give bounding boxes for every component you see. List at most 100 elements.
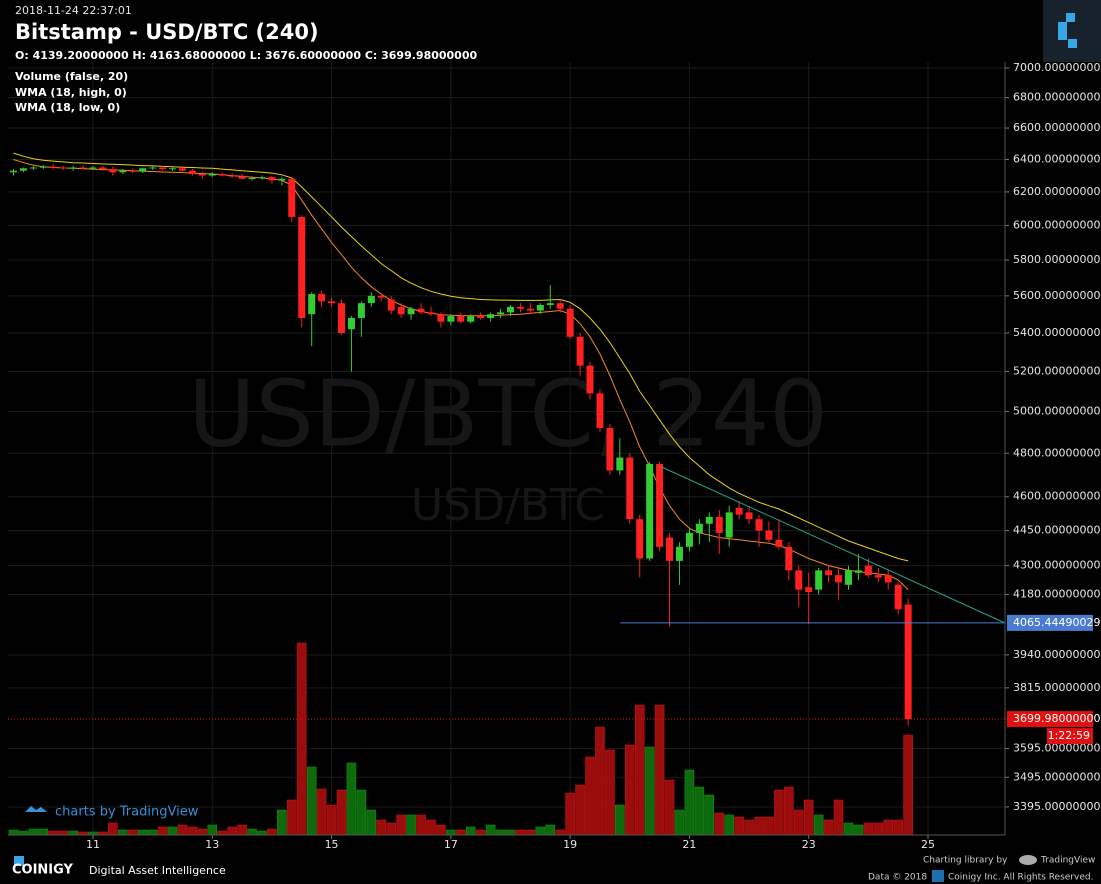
candle-body [397,306,405,315]
candle-body [636,519,644,559]
volume-bar [784,786,794,836]
tv-cloud [1019,855,1037,865]
x-tick-label: 23 [802,838,816,851]
tradingview[interactable]: TradingView [1040,856,1095,866]
volume-bar [38,828,49,836]
legend-wma-low: WMA (18, low, 0) [15,101,120,114]
candle-body [417,308,425,313]
x-tick-label: 13 [205,838,219,851]
volume-bar [127,829,138,836]
x-tick-label: 11 [86,838,100,851]
candle-body [39,166,47,168]
candle-body [586,365,594,394]
candle-body [139,168,147,172]
logo-square [1066,13,1075,22]
candle-body [805,587,813,593]
candle-body [29,167,37,169]
candle-body [19,168,27,171]
candle-body [278,178,286,181]
candle-body [874,575,882,578]
candle-body [815,570,823,590]
candle-body [675,546,683,561]
volume-bar [416,814,426,836]
volume-bar [108,822,118,836]
candle-body [367,295,375,304]
candle-body [109,169,117,173]
title: Bitstamp - USD/BTC (240) [15,20,319,44]
volume-bar [257,830,267,836]
candle-body [288,178,296,217]
candle-body [407,308,415,315]
candle-body [79,167,87,169]
volume-bar [465,826,476,836]
x-tick-label: 15 [325,838,339,851]
countdown-box [1047,728,1093,745]
y-tick-label: 3940.00000000 [1013,648,1100,661]
candle-body [228,175,236,177]
volume-bar [724,814,735,836]
candle-body [238,176,246,179]
volume-bar [595,726,605,836]
candle-body [198,173,206,176]
candle-body [387,299,395,311]
candle-body [904,604,912,720]
volume-bar [833,799,844,836]
y-tick-label: 5600.00000000 [1013,289,1100,302]
volume-bar [515,829,526,836]
volume-bar [644,746,655,836]
watermark-sub: USD/BTC [411,480,605,531]
volume-bar [624,744,635,836]
candle-body [546,303,554,306]
volume-bar [704,794,715,836]
charts-by[interactable]: charts by TradingView [55,805,199,820]
y-tick-label: 6400.00000000 [1013,152,1100,165]
volume-bar [475,829,486,836]
volume-bar [18,830,29,836]
volume-bar [863,822,874,836]
volume-bar [316,788,327,836]
volume-bar [58,830,68,836]
volume-bar [754,816,764,836]
plot-front: 7000.00000000 6800.00000000 6600.00000000 6… [8,61,1100,851]
volume-bar [147,829,158,836]
volume-bar [456,829,466,836]
x-tick-label: 17 [444,838,458,851]
y-tick-label: 3815.00000000 [1013,681,1100,694]
timestamp: 2018-11-24 22:37:01 [15,4,132,17]
volume-bar [237,824,247,836]
volume-bar [873,822,884,836]
candle-body [357,303,365,318]
y-tick-label: 6200.00000000 [1013,185,1100,198]
volume-bar [28,828,39,836]
volume-bar [207,824,218,836]
volume-bar [903,734,913,836]
candle-body [437,314,445,322]
volume-bar [535,826,546,836]
candle-body [755,519,763,531]
volume-bar [674,809,685,836]
volume-bar [525,829,536,836]
y-tick-label: 3395.00000000 [1013,800,1100,813]
volume-bar [217,830,228,836]
candle-body [884,575,892,583]
candle-body [338,303,346,333]
candle-body [9,170,17,173]
volume-bar [714,812,725,836]
volume-bar [545,824,556,836]
logo-square [1058,31,1067,40]
x-tick-label: 21 [682,838,696,851]
candle-body [69,167,77,169]
volume-bar [575,784,585,836]
coinigy-logo[interactable] [1043,0,1101,62]
hline-label: 4065.44490029 [1013,616,1100,629]
volume-bar [267,828,277,836]
candle-body [864,565,872,576]
candle-body [477,316,485,318]
candle-body [695,523,703,533]
volume-bar [853,824,864,836]
volume-bar [48,830,59,836]
volume-bar [485,824,496,836]
candle-body [725,512,733,538]
volume-bar [694,786,705,836]
